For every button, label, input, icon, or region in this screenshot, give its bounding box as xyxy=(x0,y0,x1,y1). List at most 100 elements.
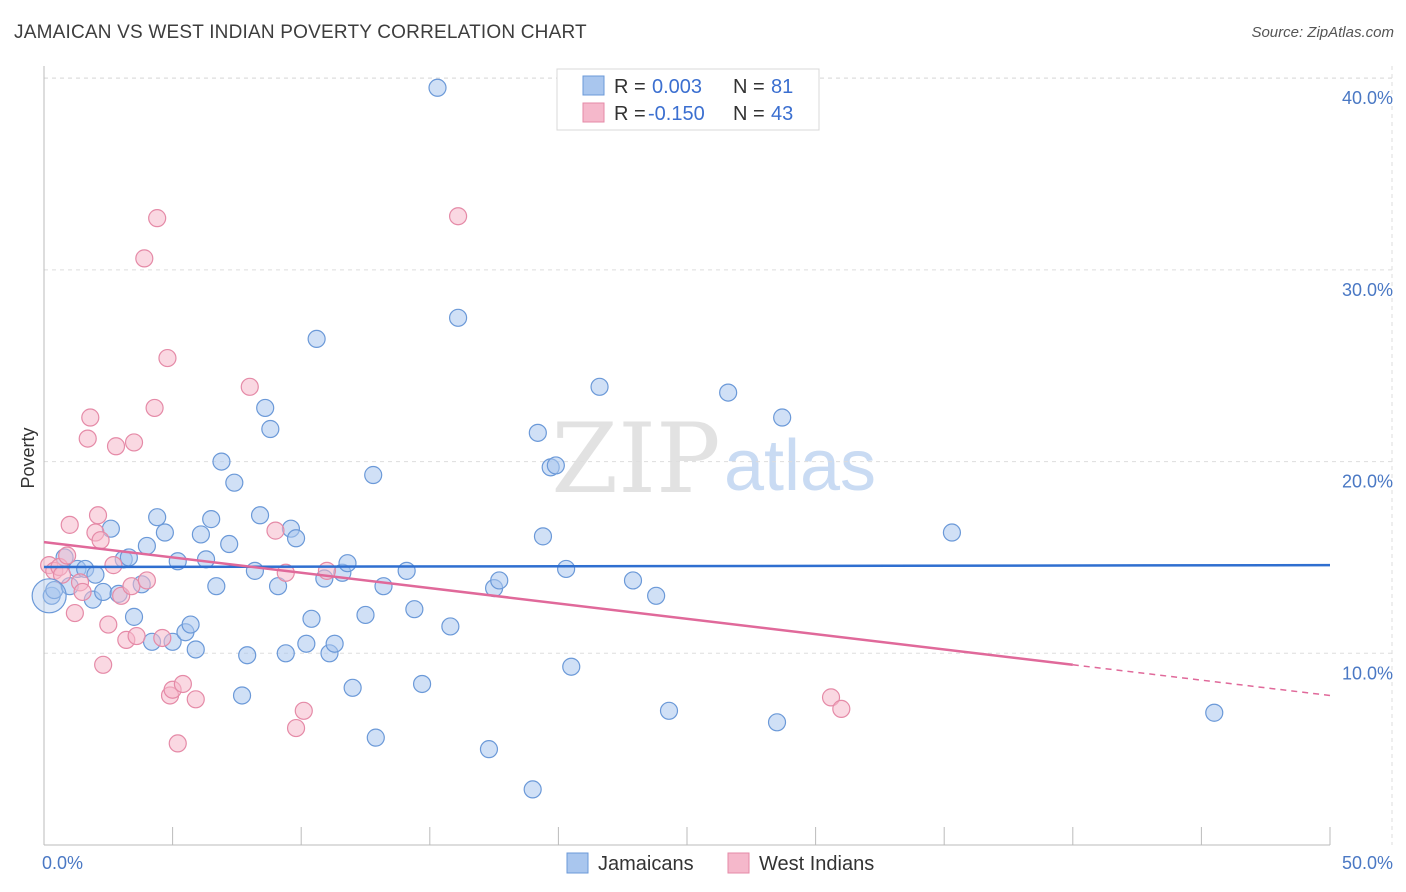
legend-n-label-pink: N = xyxy=(733,103,765,125)
point-0-54 xyxy=(397,561,416,580)
point-0-13 xyxy=(124,607,144,626)
point-0-59 xyxy=(448,308,468,327)
point-0-18 xyxy=(155,523,174,542)
point-1-38 xyxy=(294,701,313,720)
point-blue-large xyxy=(31,578,67,614)
point-0-25 xyxy=(196,550,216,569)
point-0-24 xyxy=(191,525,210,544)
legend-r-value-blue: 0.003 xyxy=(652,76,702,98)
axes xyxy=(43,66,1331,846)
point-1-23 xyxy=(135,249,154,268)
y-axis-title: Poverty xyxy=(18,427,38,488)
legend-bottom-label-jamaicans: Jamaicans xyxy=(598,853,694,875)
point-0-50 xyxy=(356,605,375,625)
point-0-37 xyxy=(268,577,288,596)
point-0-55 xyxy=(405,600,424,619)
point-1-41 xyxy=(832,699,851,718)
point-0-51 xyxy=(364,465,383,485)
point-0-48 xyxy=(338,554,357,573)
legend-n-value-blue: 81 xyxy=(771,76,793,98)
point-0-49 xyxy=(343,678,362,697)
watermark-zip: ZIP xyxy=(551,403,720,515)
point-1-24 xyxy=(137,571,156,590)
point-1-40 xyxy=(821,688,841,707)
point-0-52 xyxy=(366,728,385,747)
point-1-37 xyxy=(286,718,306,738)
point-0-38 xyxy=(276,644,295,663)
point-0-22 xyxy=(181,615,200,634)
point-0-35 xyxy=(256,398,275,418)
point-0-26 xyxy=(202,510,221,529)
watermark-atlas: atlas xyxy=(724,426,876,506)
legend-swatch-blue xyxy=(582,75,605,96)
legend-n-value-pink: 43 xyxy=(771,103,793,125)
point-1-6 xyxy=(65,603,84,623)
point-0-40 xyxy=(286,529,306,548)
point-0-23 xyxy=(186,640,205,659)
point-1-22 xyxy=(127,626,146,646)
point-0-70 xyxy=(590,377,609,396)
point-0-33 xyxy=(245,561,265,580)
point-1-35 xyxy=(266,521,285,540)
source-label: Source: ZipAtlas.com xyxy=(1251,24,1394,41)
point-1-25 xyxy=(145,398,164,418)
point-0-28 xyxy=(212,452,231,471)
point-1-12 xyxy=(88,506,108,525)
point-1-10 xyxy=(81,408,100,427)
point-0-64 xyxy=(528,423,547,442)
trend-lines xyxy=(43,540,1331,697)
x-tick-label-0: 0.0% xyxy=(42,853,83,873)
point-1-32 xyxy=(173,674,192,694)
point-1-9 xyxy=(78,429,97,448)
legend-bottom-swatch-west-indians xyxy=(727,852,750,874)
point-0-17 xyxy=(148,508,167,527)
point-1-17 xyxy=(106,437,126,456)
point-1-28 xyxy=(158,348,177,368)
data-points xyxy=(31,78,1224,799)
point-1-8 xyxy=(73,582,92,602)
point-0-71 xyxy=(623,571,643,590)
point-1-21 xyxy=(124,433,144,452)
point-0-58 xyxy=(441,617,460,636)
point-0-46 xyxy=(325,634,344,653)
point-1-15 xyxy=(99,615,118,634)
point-0-74 xyxy=(719,383,738,402)
point-1-26 xyxy=(148,209,167,228)
point-0-32 xyxy=(238,646,257,665)
point-0-77 xyxy=(942,523,962,542)
point-0-57 xyxy=(428,78,447,97)
point-0-31 xyxy=(232,686,252,705)
point-1-4 xyxy=(58,546,77,565)
y-tick-label-0: 10.0% xyxy=(1342,663,1393,683)
point-1-16 xyxy=(104,556,123,575)
point-0-62 xyxy=(490,571,509,590)
y-tick-label-3: 40.0% xyxy=(1342,88,1393,108)
point-0-30 xyxy=(225,473,244,492)
point-0-36 xyxy=(261,419,280,439)
trend-line-1 xyxy=(43,540,1073,667)
point-0-34 xyxy=(250,506,270,525)
legend-bottom-label-west-indians: West Indians xyxy=(759,853,874,875)
point-0-63 xyxy=(523,780,542,799)
tick-labels: 10.0% 20.0% 30.0% 40.0% 0.0% 50.0% xyxy=(42,88,1393,873)
point-0-53 xyxy=(374,577,393,596)
point-1-27 xyxy=(153,628,172,648)
legend-bottom-swatch-jamaicans xyxy=(566,852,589,874)
point-0-69 xyxy=(562,657,581,676)
trend-line-dashed-1 xyxy=(1072,664,1331,697)
point-0-29 xyxy=(220,534,239,554)
legend-top: R = 0.003 N = 81 R = -0.150 N = 43 xyxy=(556,68,820,131)
point-0-78 xyxy=(1205,703,1224,722)
point-0-73 xyxy=(659,701,679,720)
point-1-5 xyxy=(60,515,79,534)
legend-r-label-blue: R = xyxy=(614,76,646,98)
point-0-60 xyxy=(479,740,499,759)
legend-n-label-blue: N = xyxy=(733,76,765,98)
point-0-15 xyxy=(137,536,156,556)
legend-bottom: Jamaicans West Indians xyxy=(566,852,874,875)
point-0-56 xyxy=(412,674,432,694)
point-0-72 xyxy=(647,586,666,605)
y-tick-label-2: 30.0% xyxy=(1342,280,1393,300)
point-1-39 xyxy=(448,207,468,226)
grid-lines xyxy=(44,66,1393,845)
